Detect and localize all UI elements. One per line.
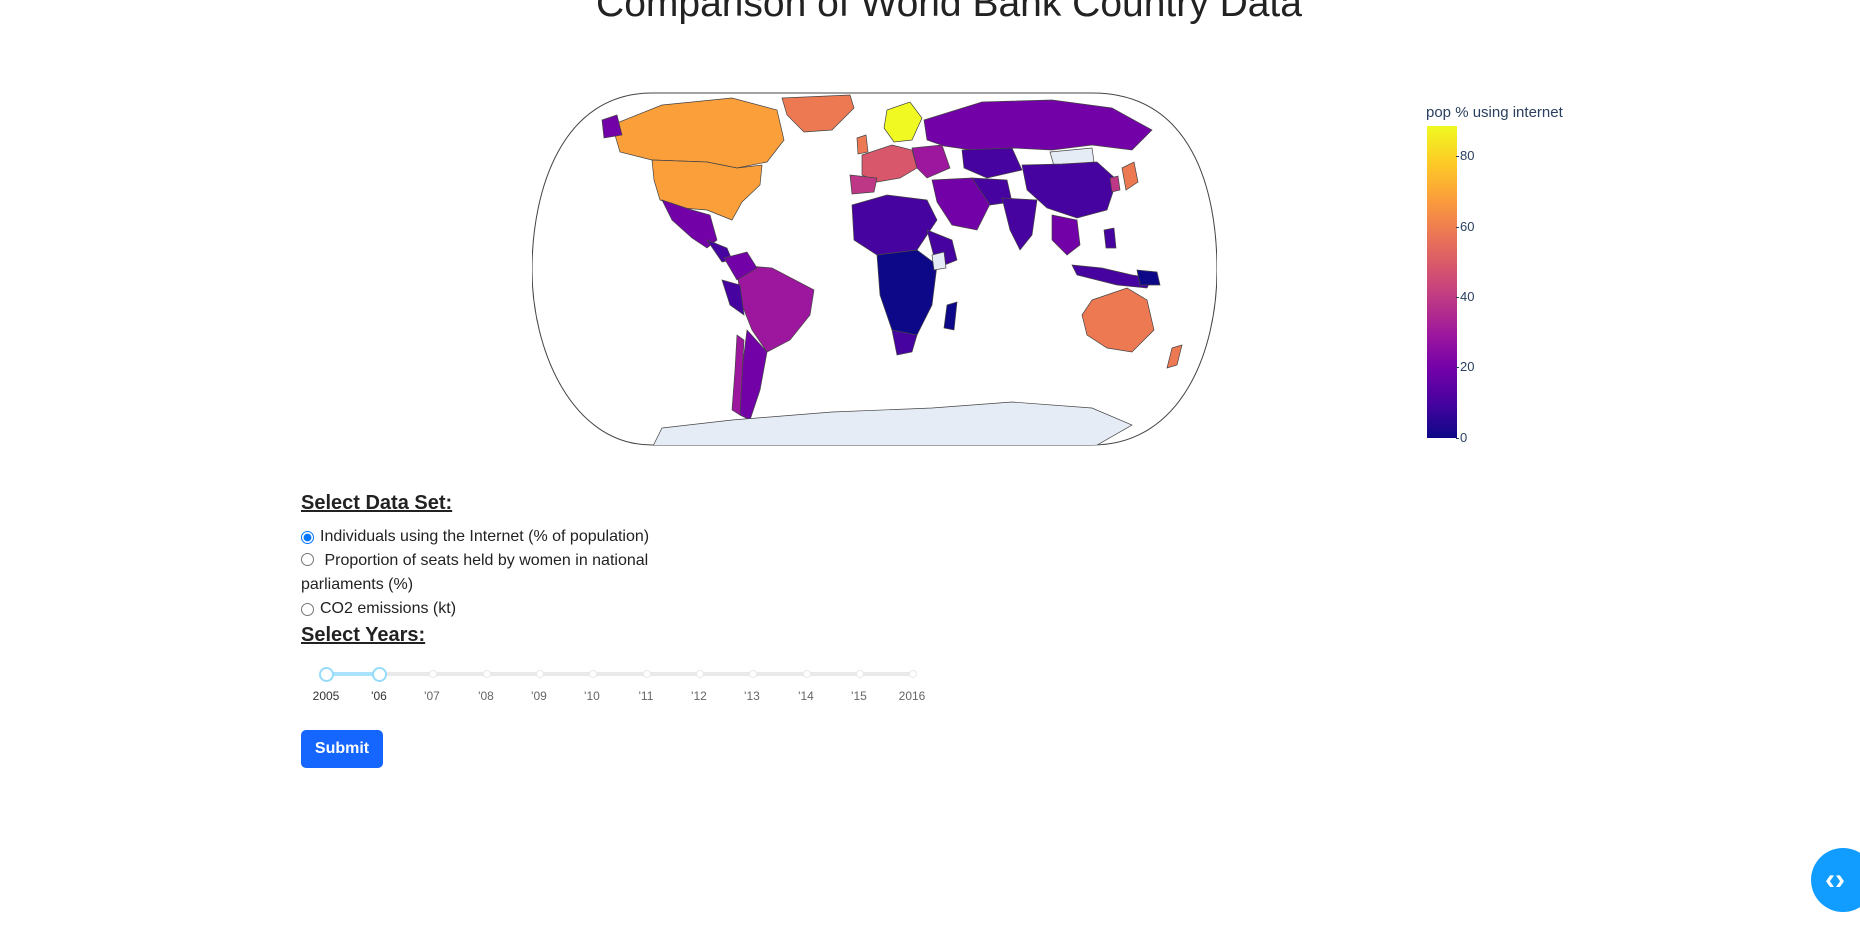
slider-mark-09[interactable]: '09 bbox=[531, 689, 547, 703]
slider-handle-start[interactable] bbox=[319, 667, 334, 682]
slider-mark-2005[interactable]: 2005 bbox=[312, 689, 340, 703]
page-title: Comparison of World Bank Country Data bbox=[596, 0, 1302, 25]
country-somaliland[interactable] bbox=[931, 251, 947, 271]
slider-dot[interactable] bbox=[589, 670, 597, 678]
colorbar-tick-80: 80 bbox=[1455, 148, 1475, 163]
country-madagascar[interactable] bbox=[943, 301, 958, 331]
dataset-option-label: Individuals using the Internet (% of pop… bbox=[320, 528, 650, 545]
country-india[interactable] bbox=[1001, 197, 1038, 251]
country-colombia[interactable] bbox=[723, 251, 758, 281]
dataset-option-internet[interactable]: Individuals using the Internet (% of pop… bbox=[301, 525, 701, 549]
world-choropleth-map[interactable] bbox=[532, 90, 1217, 448]
dataset-option-women-seats[interactable]: Proportion of seats held by women in nat… bbox=[301, 549, 701, 597]
country-new-zealand[interactable] bbox=[1166, 344, 1183, 369]
country-peru[interactable] bbox=[721, 279, 745, 316]
country-australia[interactable] bbox=[1081, 287, 1155, 353]
slider-dot[interactable] bbox=[909, 670, 917, 678]
colorbar-tick-60: 60 bbox=[1455, 219, 1475, 234]
slider-dot[interactable] bbox=[536, 670, 544, 678]
country-japan[interactable] bbox=[1121, 161, 1139, 191]
slider-dot[interactable] bbox=[483, 670, 491, 678]
country-western-europe[interactable] bbox=[861, 144, 918, 183]
slider-mark-10[interactable]: '10 bbox=[584, 689, 600, 703]
colorbar-legend: pop % using internet 0 20 40 60 80 bbox=[1426, 104, 1606, 445]
country-south-africa[interactable] bbox=[891, 329, 918, 356]
country-russia[interactable] bbox=[923, 99, 1153, 151]
slider-mark-07[interactable]: '07 bbox=[424, 689, 440, 703]
year-range-slider[interactable]: 2005 '06 '07 '08 '09 '10 '11 '12 '13 '14… bbox=[313, 664, 925, 714]
country-southeast-asia[interactable] bbox=[1051, 214, 1081, 256]
code-brackets-icon[interactable]: ‹› bbox=[1811, 848, 1860, 912]
dataset-radio-internet[interactable] bbox=[301, 531, 314, 544]
country-uk[interactable] bbox=[856, 134, 869, 155]
slider-mark-13[interactable]: '13 bbox=[744, 689, 760, 703]
dataset-option-co2[interactable]: CO2 emissions (kt) bbox=[301, 597, 701, 621]
dataset-radio-women-seats[interactable] bbox=[301, 553, 314, 566]
slider-mark-2016[interactable]: 2016 bbox=[898, 689, 926, 703]
years-section-label: Select Years: bbox=[301, 624, 426, 646]
slider-mark-08[interactable]: '08 bbox=[478, 689, 494, 703]
slider-mark-11[interactable]: '11 bbox=[638, 689, 654, 703]
slider-selected-track bbox=[326, 672, 379, 676]
slider-dot[interactable] bbox=[856, 670, 864, 678]
country-canada[interactable] bbox=[611, 97, 785, 169]
slider-dot[interactable] bbox=[643, 670, 651, 678]
country-eastern-europe[interactable] bbox=[911, 144, 951, 179]
country-brazil[interactable] bbox=[736, 264, 815, 353]
country-scandinavia[interactable] bbox=[883, 101, 923, 143]
country-antarctica bbox=[651, 401, 1133, 445]
slider-dot[interactable] bbox=[803, 670, 811, 678]
controls-panel: Select Data Set: Individuals using the I… bbox=[301, 492, 1001, 768]
colorbar-tick-20: 20 bbox=[1455, 359, 1475, 374]
slider-mark-12[interactable]: '12 bbox=[691, 689, 707, 703]
slider-handle-end[interactable] bbox=[372, 667, 387, 682]
country-usa[interactable] bbox=[651, 159, 763, 221]
slider-mark-14[interactable]: '14 bbox=[798, 689, 814, 703]
colorbar-title: pop % using internet bbox=[1426, 104, 1563, 121]
country-alaska[interactable] bbox=[601, 114, 623, 139]
country-greenland[interactable] bbox=[781, 94, 855, 133]
dataset-option-label: Proportion of seats held by women in nat… bbox=[301, 552, 649, 593]
slider-dot[interactable] bbox=[696, 670, 704, 678]
colorbar-gradient bbox=[1427, 126, 1457, 438]
country-papua[interactable] bbox=[1136, 269, 1161, 286]
dataset-radio-co2[interactable] bbox=[301, 603, 314, 616]
dataset-section-label: Select Data Set: bbox=[301, 492, 453, 514]
country-chile[interactable] bbox=[731, 334, 745, 416]
slider-mark-15[interactable]: '15 bbox=[851, 689, 867, 703]
colorbar-tick-0: 0 bbox=[1455, 430, 1468, 445]
slider-dot[interactable] bbox=[429, 670, 437, 678]
country-north-africa[interactable] bbox=[851, 194, 938, 256]
dataset-radio-group: Individuals using the Internet (% of pop… bbox=[301, 525, 701, 621]
country-kazakhstan[interactable] bbox=[961, 147, 1023, 179]
country-philippines[interactable] bbox=[1103, 227, 1117, 249]
slider-mark-06[interactable]: '06 bbox=[371, 689, 387, 703]
slider-dot[interactable] bbox=[749, 670, 757, 678]
dataset-option-label: CO2 emissions (kt) bbox=[320, 600, 457, 617]
submit-button[interactable]: Submit bbox=[301, 730, 383, 768]
slider-rail[interactable] bbox=[326, 672, 912, 676]
country-china[interactable] bbox=[1021, 161, 1118, 219]
country-korea[interactable] bbox=[1109, 175, 1121, 193]
country-iberia[interactable] bbox=[849, 174, 878, 195]
colorbar-tick-40: 40 bbox=[1455, 289, 1475, 304]
